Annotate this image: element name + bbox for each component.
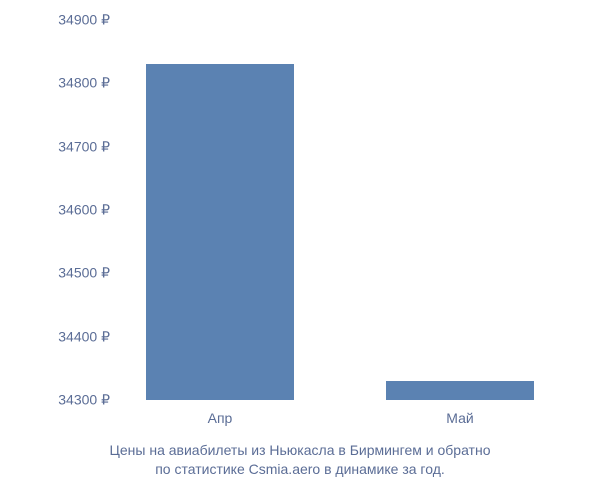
bar [146, 64, 295, 400]
bar [386, 381, 535, 400]
y-tick-label: 34800 ₽ [58, 75, 110, 92]
x-tick-label: Апр [208, 410, 233, 426]
y-tick-label: 34300 ₽ [58, 392, 110, 409]
y-tick-label: 34900 ₽ [58, 12, 110, 29]
x-tick-label: Май [446, 410, 473, 426]
plot-area [100, 20, 580, 400]
y-tick-label: 34600 ₽ [58, 202, 110, 219]
y-tick-label: 34700 ₽ [58, 138, 110, 155]
price-chart: Цены на авиабилеты из Ньюкасла в Бирминг… [0, 0, 600, 500]
caption-line-1: Цены на авиабилеты из Ньюкасла в Бирминг… [110, 442, 491, 458]
caption-line-2: по статистике Csmia.aero в динамике за г… [155, 461, 445, 477]
chart-caption: Цены на авиабилеты из Ньюкасла в Бирминг… [0, 441, 600, 480]
y-tick-label: 34500 ₽ [58, 265, 110, 282]
y-tick-label: 34400 ₽ [58, 328, 110, 345]
